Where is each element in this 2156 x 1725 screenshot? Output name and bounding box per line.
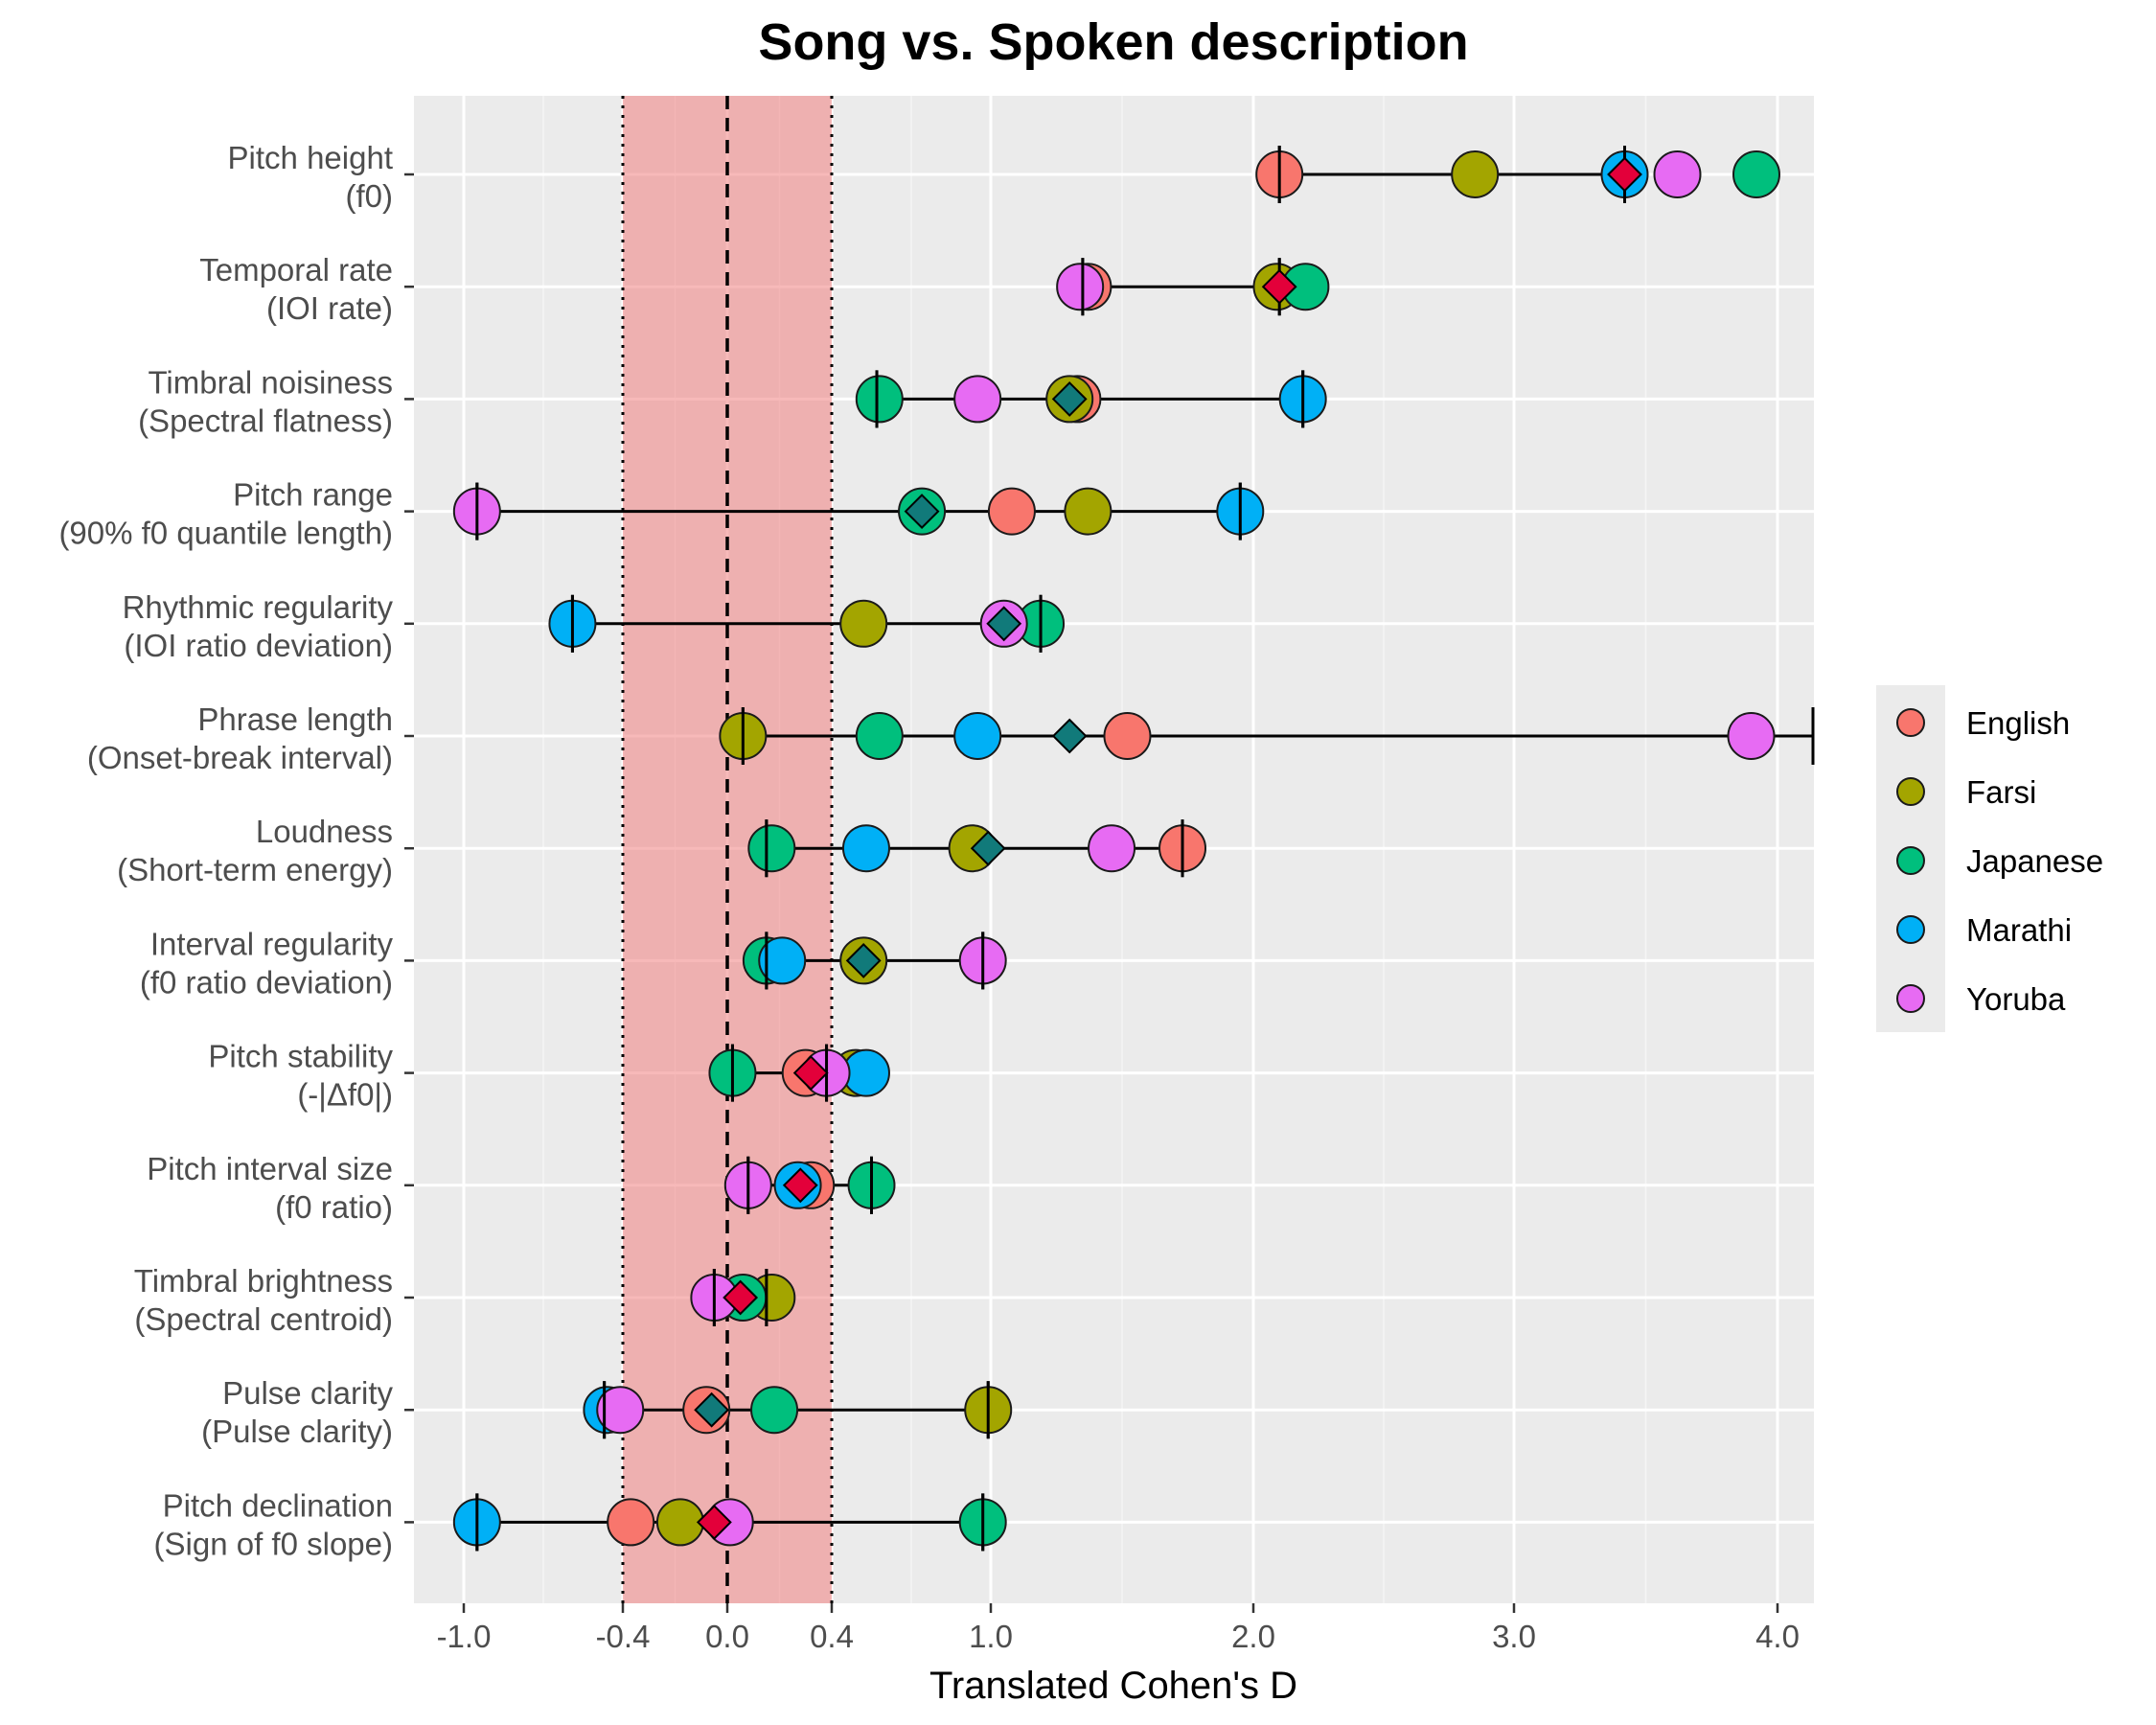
legend-label-japanese: Japanese <box>1966 843 2103 879</box>
y-tick-label: Pitch stability <box>208 1039 393 1074</box>
point-farsi <box>839 599 888 648</box>
legend-key-japanese <box>1896 846 1925 875</box>
point-marathi <box>758 936 807 985</box>
y-tick-sublabel: (90% f0 quantile length) <box>58 516 393 551</box>
y-tick-label: Temporal rate <box>199 252 393 288</box>
y-tick-sublabel: (Onset-break interval) <box>87 740 393 775</box>
estimate-diamond <box>694 1392 730 1428</box>
estimate-diamond <box>970 830 1006 866</box>
point-marathi <box>841 824 890 873</box>
y-tick-label: Timbral brightness <box>134 1263 393 1299</box>
legend-key-english <box>1896 708 1925 737</box>
estimate-diamond <box>1051 718 1088 754</box>
x-axis-label: Translated Cohen's D <box>929 1665 1297 1707</box>
x-tick-label: -0.4 <box>596 1619 651 1654</box>
point-yoruba <box>1088 824 1136 873</box>
legend-key-marathi <box>1896 915 1925 944</box>
estimate-diamond <box>792 1055 829 1092</box>
estimate-diamond <box>696 1504 732 1540</box>
y-tick-label: Pitch interval size <box>147 1151 393 1186</box>
x-tick-label: 0.0 <box>705 1619 749 1654</box>
x-tick-label: 4.0 <box>1755 1619 1800 1654</box>
point-japanese <box>750 1386 799 1435</box>
x-tick-label: 1.0 <box>969 1619 1013 1654</box>
point-yoruba <box>1727 712 1776 760</box>
x-tick-label: 2.0 <box>1231 1619 1275 1654</box>
point-english <box>607 1498 655 1547</box>
y-tick-sublabel: (Short-term energy) <box>117 852 393 887</box>
y-tick-label: Loudness <box>256 814 393 849</box>
legend-label-english: English <box>1966 705 2070 741</box>
x-tick-label: -1.0 <box>437 1619 492 1654</box>
chart-title: Song vs. Spoken description <box>758 13 1468 71</box>
point-yoruba <box>596 1386 645 1435</box>
y-tick-label: Timbral noisiness <box>148 364 393 400</box>
estimate-diamond <box>986 606 1022 642</box>
y-tick-label: Pitch declination <box>163 1487 393 1523</box>
point-yoruba <box>953 375 1002 424</box>
estimate-diamond <box>1261 268 1297 305</box>
point-japanese <box>855 375 904 424</box>
legend-label-farsi: Farsi <box>1966 774 2036 810</box>
x-tick-label: 3.0 <box>1492 1619 1536 1654</box>
y-tick-sublabel: (f0 ratio) <box>275 1189 393 1225</box>
y-tick-sublabel: (Spectral flatness) <box>138 402 393 438</box>
y-tick-sublabel: (-|Δf0|) <box>297 1077 393 1113</box>
point-marathi <box>953 712 1002 760</box>
point-japanese <box>747 824 796 873</box>
point-japanese <box>855 712 904 760</box>
point-farsi <box>1064 487 1112 536</box>
point-yoruba <box>1653 150 1702 198</box>
x-axis: -1.0 -0.4 0.0 0.4 1.0 2.0 3.0 4.0 <box>437 1603 1800 1654</box>
legend-label-marathi: Marathi <box>1966 912 2072 948</box>
point-farsi <box>1451 150 1500 198</box>
y-tick-label: Pitch range <box>233 477 393 513</box>
estimate-diamond <box>782 1167 818 1204</box>
y-tick-sublabel: (Pulse clarity) <box>201 1414 393 1449</box>
y-tick-sublabel: (IOI ratio deviation) <box>124 628 393 663</box>
y-tick-label: Pitch height <box>228 140 393 175</box>
legend: English Farsi Japanese Marathi Yoruba <box>1876 685 2103 1032</box>
point-yoruba <box>1056 263 1105 311</box>
estimate-diamond <box>722 1279 759 1316</box>
y-tick-label: Pulse clarity <box>222 1375 393 1411</box>
y-tick-label: Rhythmic regularity <box>123 589 394 625</box>
legend-label-yoruba: Yoruba <box>1966 981 2066 1017</box>
y-tick-label: Phrase length <box>197 702 393 737</box>
y-axis: Pitch height(f0) Temporal rate(IOI rate) T… <box>58 140 414 1561</box>
estimate-diamond <box>1051 380 1088 417</box>
estimates <box>694 156 1642 1540</box>
y-tick-label: Interval regularity <box>150 926 394 961</box>
legend-key-farsi <box>1896 777 1925 806</box>
x-tick-label: 0.4 <box>810 1619 854 1654</box>
point-farsi <box>655 1498 704 1547</box>
estimate-diamond <box>845 942 882 978</box>
estimate-diamond <box>1607 156 1642 193</box>
point-english <box>987 487 1036 536</box>
y-tick-sublabel: (Sign of f0 slope) <box>154 1526 393 1561</box>
y-tick-sublabel: (IOI rate) <box>266 290 393 326</box>
point-japanese <box>1732 150 1780 198</box>
y-tick-sublabel: (f0 ratio deviation) <box>140 964 393 1000</box>
y-tick-sublabel: (f0) <box>346 178 394 214</box>
point-english <box>1103 712 1152 760</box>
estimate-diamond <box>904 494 940 530</box>
legend-key-yoruba <box>1896 984 1925 1013</box>
y-tick-sublabel: (Spectral centroid) <box>134 1301 393 1337</box>
